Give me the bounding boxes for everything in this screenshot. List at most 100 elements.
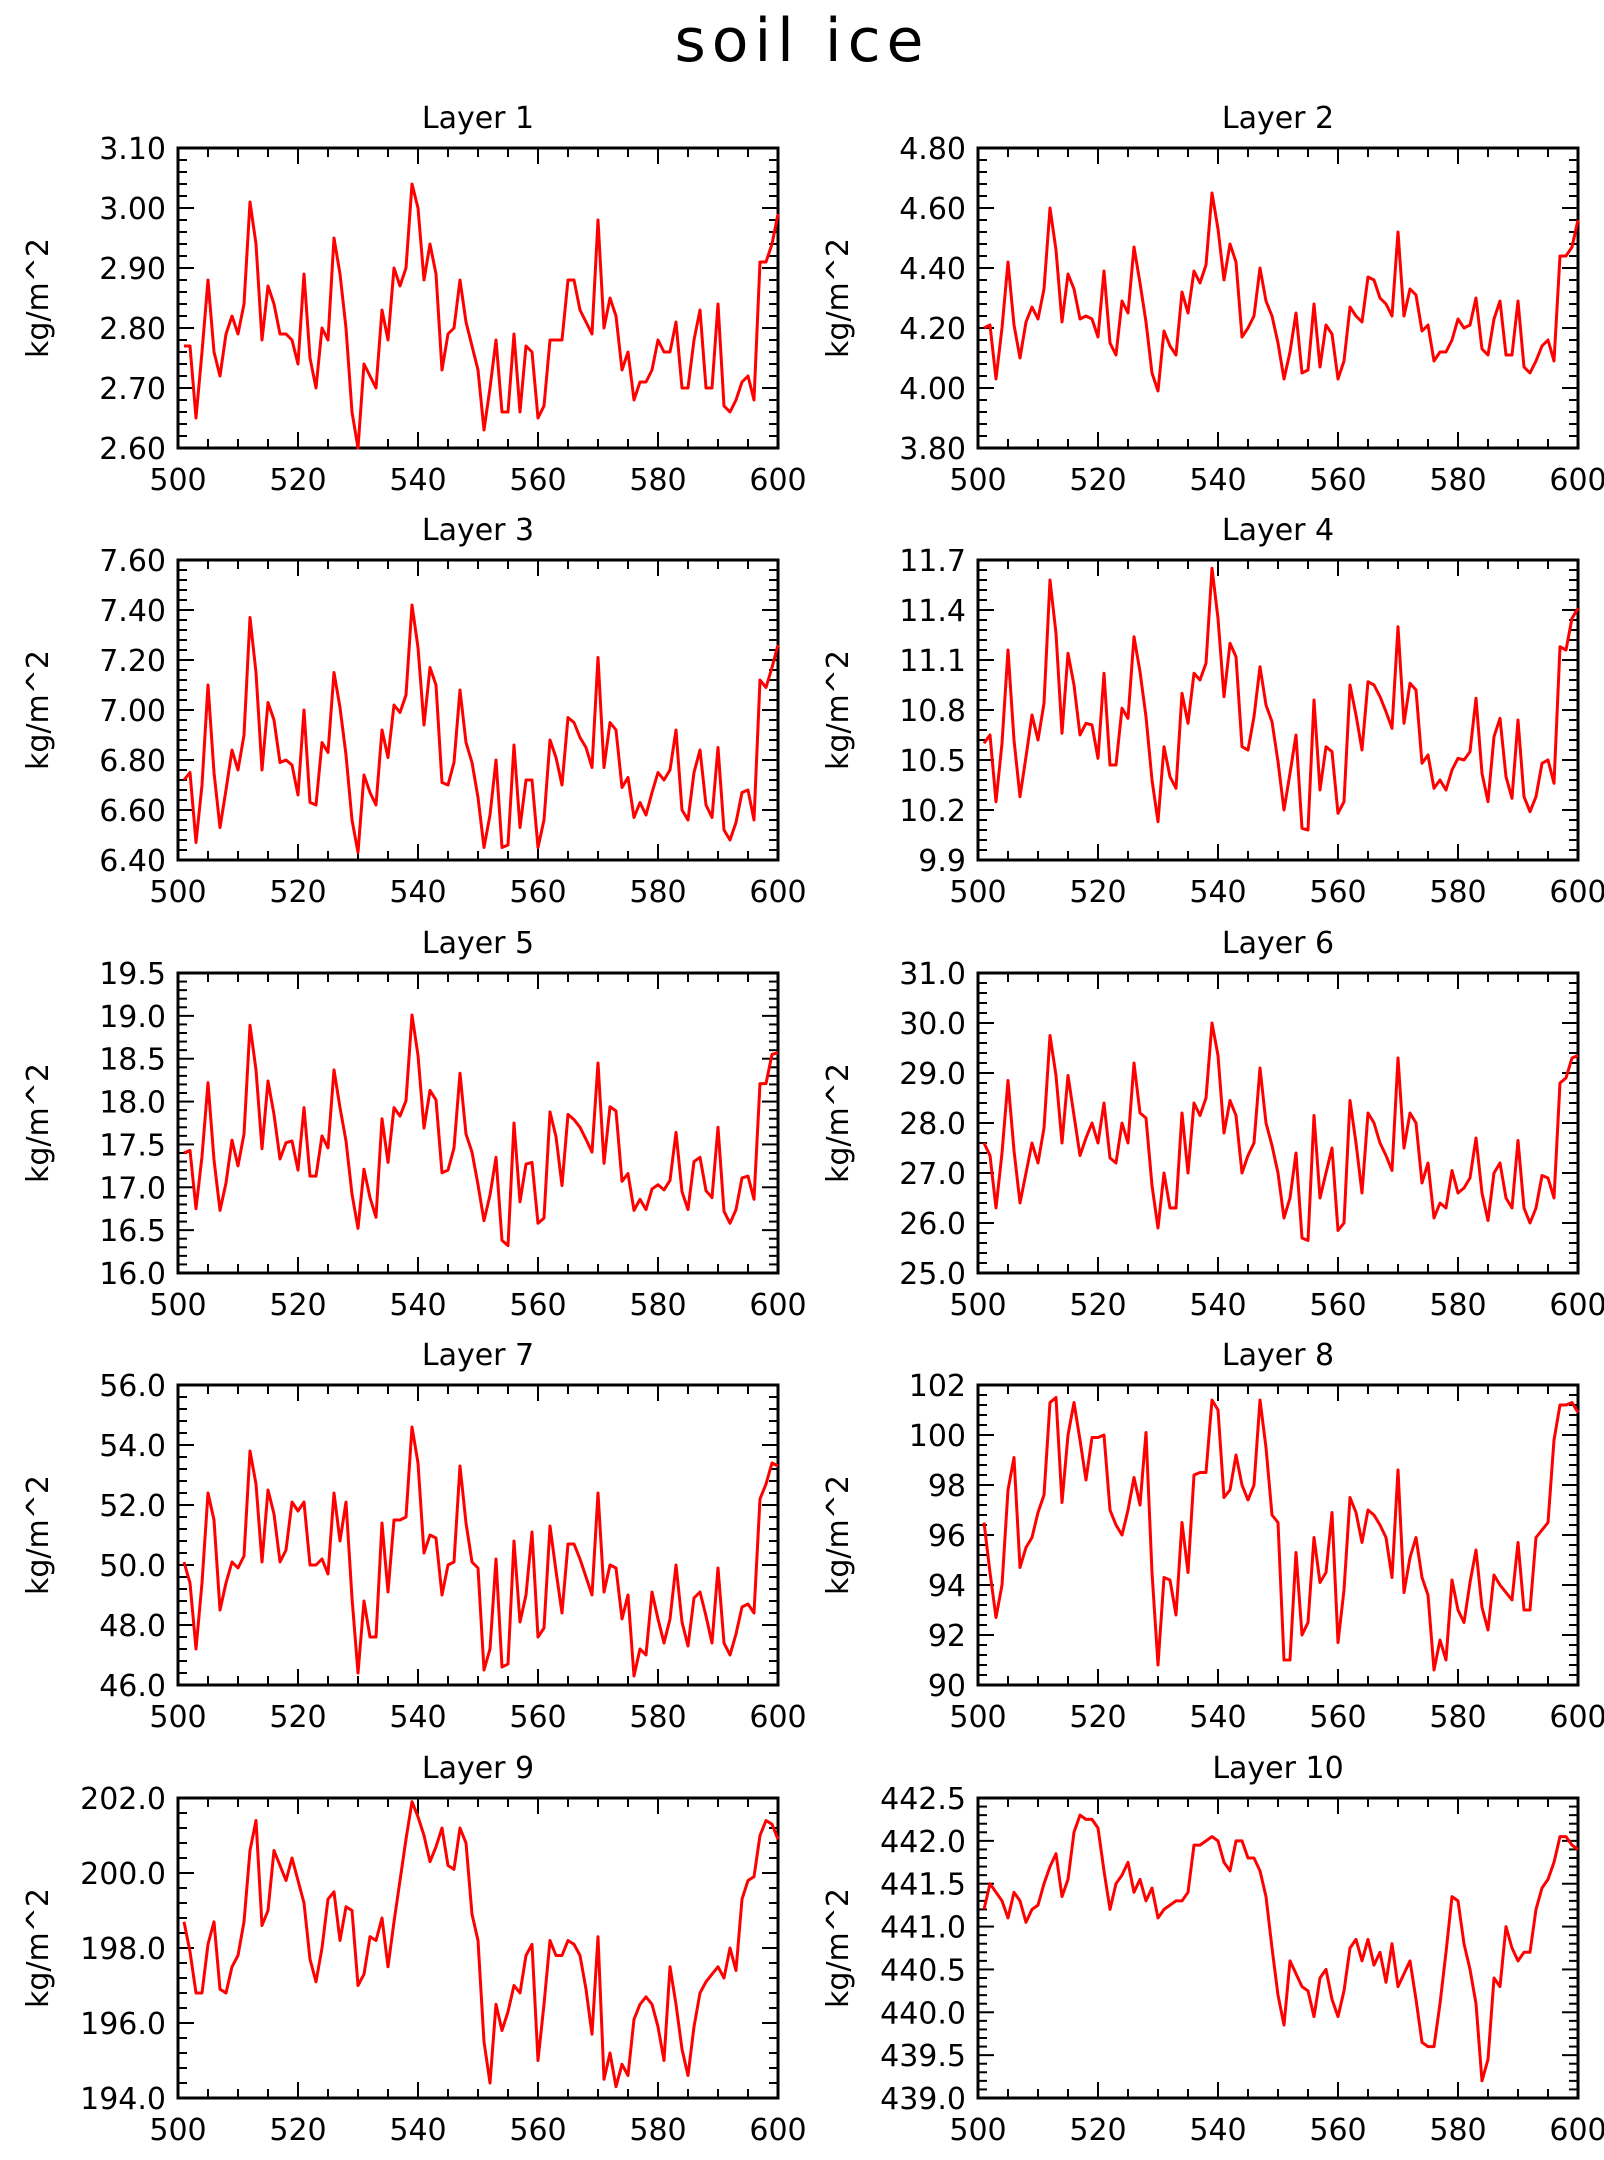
y-tick-label: 442.5 <box>880 1782 966 1817</box>
y-tick-label: 16.0 <box>99 1257 166 1292</box>
y-tick-label: 439.5 <box>880 2039 966 2074</box>
x-tick-label: 600 <box>749 463 806 498</box>
y-tick-label: 52.0 <box>99 1489 166 1524</box>
y-tick-label: 10.2 <box>899 794 966 829</box>
y-axis-label: kg/m^2 <box>21 1475 56 1595</box>
plot-frame <box>976 558 1580 862</box>
y-tick-label: 202.0 <box>80 1782 166 1817</box>
x-tick-label: 500 <box>949 2113 1006 2148</box>
y-tick-label: 54.0 <box>99 1429 166 1464</box>
x-tick-label: 580 <box>629 2113 686 2148</box>
x-tick-label: 560 <box>509 463 566 498</box>
x-tick-label: 580 <box>1429 1288 1486 1323</box>
y-tick-label: 198.0 <box>80 1932 166 1967</box>
x-tick-label: 600 <box>1549 2113 1604 2148</box>
panel-title: Layer 3 <box>422 513 534 548</box>
plot-frame <box>976 146 1580 450</box>
x-tick-label: 580 <box>1429 1700 1486 1735</box>
x-tick-label: 580 <box>1429 875 1486 910</box>
y-tick-label: 2.70 <box>99 372 166 407</box>
y-tick-label: 16.5 <box>99 1214 166 1249</box>
y-tick-label: 9.9 <box>918 844 966 879</box>
x-tick-label: 520 <box>269 463 326 498</box>
y-tick-label: 17.0 <box>99 1171 166 1206</box>
x-tick-label: 580 <box>1429 463 1486 498</box>
y-tick-label: 196.0 <box>80 2007 166 2042</box>
y-tick-label: 96 <box>928 1519 966 1554</box>
y-tick-label: 7.20 <box>99 644 166 679</box>
series-line <box>982 1021 1579 1242</box>
y-tick-label: 4.40 <box>899 252 966 287</box>
y-tick-label: 92 <box>928 1619 966 1654</box>
y-tick-label: 94 <box>928 1569 966 1604</box>
y-tick-label: 10.8 <box>899 694 966 729</box>
x-tick-label: 520 <box>269 1700 326 1735</box>
x-tick-label: 600 <box>749 1288 806 1323</box>
y-tick-label: 17.5 <box>99 1128 166 1163</box>
figure-title: soil ice <box>674 6 930 76</box>
series-line <box>983 191 1580 393</box>
y-tick-label: 194.0 <box>80 2082 166 2117</box>
y-axis-label: kg/m^2 <box>21 1063 56 1183</box>
x-tick-label: 580 <box>629 1700 686 1735</box>
x-tick-label: 540 <box>389 1700 446 1735</box>
y-tick-label: 439.0 <box>880 2082 966 2117</box>
y-tick-label: 441.0 <box>880 1911 966 1946</box>
panel-title: Layer 9 <box>422 1751 534 1786</box>
x-tick-label: 500 <box>949 1700 1006 1735</box>
y-tick-label: 28.0 <box>899 1107 966 1142</box>
panel-title: Layer 5 <box>422 926 534 961</box>
y-axis-label: kg/m^2 <box>821 1475 856 1595</box>
panel-title: Layer 4 <box>1222 513 1334 548</box>
x-tick-label: 600 <box>1549 1700 1604 1735</box>
y-tick-label: 11.4 <box>899 594 966 629</box>
x-tick-label: 520 <box>1069 2113 1126 2148</box>
x-tick-label: 540 <box>1189 2113 1246 2148</box>
y-axis-label: kg/m^2 <box>821 650 856 770</box>
y-tick-label: 48.0 <box>99 1609 166 1644</box>
x-tick-label: 560 <box>509 1700 566 1735</box>
y-tick-label: 100 <box>909 1419 966 1454</box>
y-tick-label: 6.40 <box>99 844 166 879</box>
x-tick-label: 560 <box>1309 1288 1366 1323</box>
panel-title: Layer 1 <box>422 101 534 136</box>
y-axis-label: kg/m^2 <box>821 1063 856 1183</box>
x-tick-label: 560 <box>1309 2113 1366 2148</box>
y-tick-label: 7.40 <box>99 594 166 629</box>
x-tick-label: 520 <box>1069 463 1126 498</box>
series-line <box>182 1800 780 2089</box>
y-axis-label: kg/m^2 <box>821 1888 856 2008</box>
y-tick-label: 11.7 <box>899 544 966 579</box>
x-tick-label: 540 <box>1189 463 1246 498</box>
x-tick-label: 580 <box>629 875 686 910</box>
x-tick-label: 540 <box>389 1288 446 1323</box>
y-tick-label: 11.1 <box>899 644 966 679</box>
panel-title: Layer 6 <box>1222 926 1334 961</box>
x-tick-label: 560 <box>1309 1700 1366 1735</box>
y-tick-label: 442.0 <box>880 1825 966 1860</box>
panel-title: Layer 7 <box>422 1338 534 1373</box>
y-tick-label: 2.90 <box>99 252 166 287</box>
y-tick-label: 30.0 <box>899 1007 966 1042</box>
x-tick-label: 520 <box>269 2113 326 2148</box>
y-tick-label: 50.0 <box>99 1549 166 1584</box>
y-tick-label: 6.80 <box>99 744 166 779</box>
series-line <box>184 182 780 450</box>
panel-title: Layer 2 <box>1222 101 1334 136</box>
x-tick-label: 580 <box>629 463 686 498</box>
y-tick-label: 440.0 <box>880 1996 966 2031</box>
x-tick-label: 520 <box>1069 1288 1126 1323</box>
y-axis-label: kg/m^2 <box>21 238 56 358</box>
y-axis-label: kg/m^2 <box>21 1888 56 2008</box>
y-tick-label: 98 <box>928 1469 966 1504</box>
y-tick-label: 18.5 <box>99 1043 166 1078</box>
y-tick-label: 2.80 <box>99 312 166 347</box>
x-tick-label: 520 <box>269 1288 326 1323</box>
y-tick-label: 19.0 <box>99 1000 166 1035</box>
x-tick-label: 560 <box>509 875 566 910</box>
y-tick-label: 200.0 <box>80 1857 166 1892</box>
x-tick-label: 520 <box>1069 875 1126 910</box>
y-tick-label: 3.10 <box>99 132 166 167</box>
x-tick-label: 540 <box>1189 1288 1246 1323</box>
